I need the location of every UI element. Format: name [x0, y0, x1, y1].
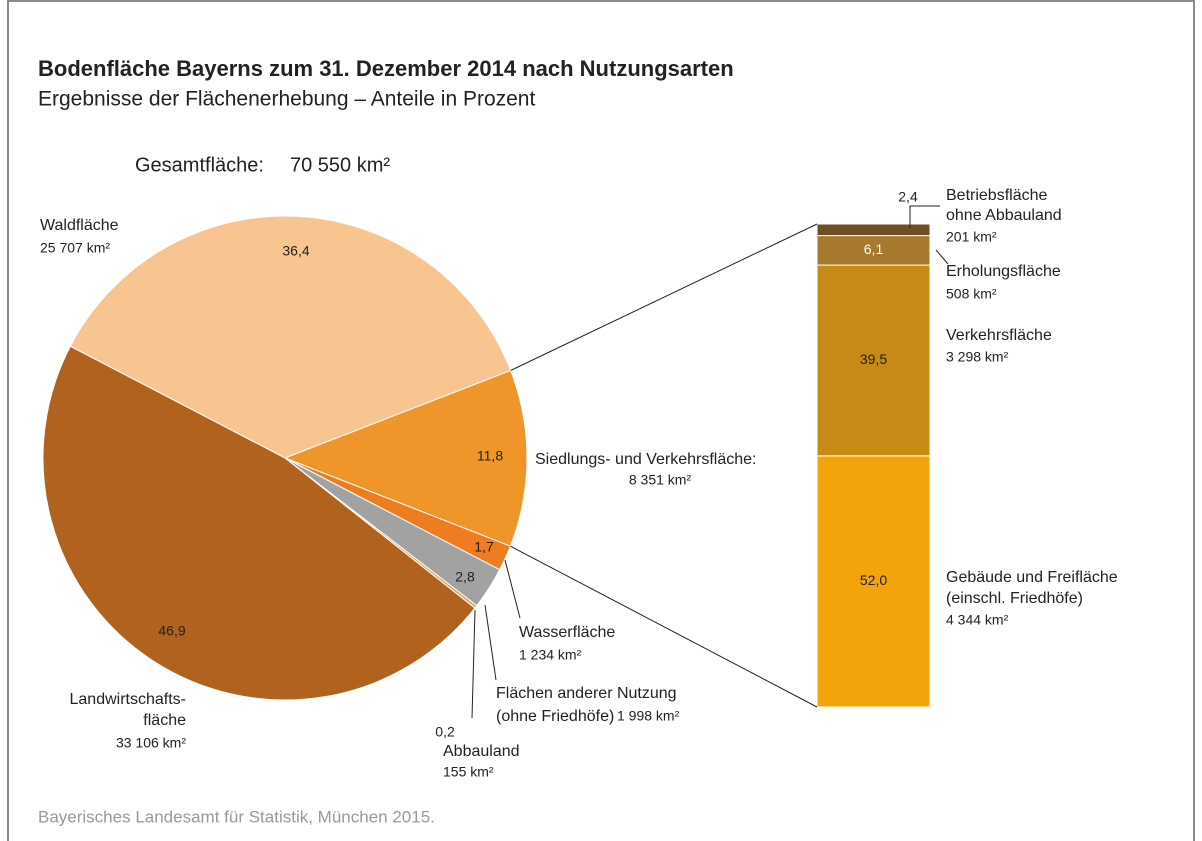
- source: Bayerisches Landesamt für Statistik, Mün…: [38, 807, 435, 826]
- leader-line: [909, 205, 940, 228]
- slice-label: Landwirtschafts-: [70, 691, 187, 708]
- segment-label: Gebäude und Freifläche: [946, 569, 1118, 586]
- segment-area: 3 298 km²: [946, 349, 1009, 365]
- connector: [510, 545, 818, 708]
- value-label: 39,5: [860, 351, 887, 367]
- segment-area: 4 344 km²: [946, 612, 1009, 628]
- slice-area: 1 998 km²: [617, 708, 680, 724]
- pie-slice: [283, 369, 528, 547]
- segment-label: Verkehrsfläche: [946, 327, 1052, 344]
- segment-label: Erholungsfläche: [946, 263, 1061, 280]
- leader-line: [504, 559, 521, 619]
- total-label: Gesamtfläche:: [135, 154, 264, 176]
- slice-area: 8 351 km²: [629, 472, 692, 488]
- chart-subtitle: Ergebnisse der Flächenerhebung – Anteile…: [38, 88, 535, 111]
- slice-label: Wasserfläche: [519, 624, 615, 641]
- segment-area: 508 km²: [946, 286, 997, 302]
- slice-label: (ohne Friedhöfe): [496, 708, 614, 725]
- slice-label: Flächen anderer Nutzung: [496, 685, 677, 702]
- total-value: 70 550 km²: [290, 154, 390, 176]
- pie-slice: [69, 215, 512, 459]
- frame: [7, 0, 1195, 841]
- value-label: 2,4: [898, 189, 918, 205]
- bar-segment: [816, 235, 931, 266]
- slice-label: Waldfläche: [40, 217, 119, 234]
- slice-label: Abbauland: [443, 743, 520, 760]
- value-label: 1,7: [474, 539, 494, 555]
- pie-slice: [42, 345, 476, 701]
- segment-label: ohne Abbauland: [946, 207, 1062, 224]
- value-label: 52,0: [860, 572, 887, 588]
- value-label: 2,8: [455, 569, 475, 585]
- leader-line: [471, 609, 476, 719]
- leader-line: [935, 249, 949, 265]
- leader-line: [484, 604, 497, 681]
- slice-area: 155 km²: [443, 764, 494, 780]
- segment-area: 201 km²: [946, 229, 997, 245]
- slice-label: Siedlungs- und Verkehrsfläche:: [535, 451, 756, 468]
- bar-segment: [816, 223, 931, 237]
- segment-label: (einschl. Friedhöfe): [946, 590, 1083, 607]
- bar-segment: [816, 455, 931, 708]
- slice-area: 1 234 km²: [519, 647, 582, 663]
- value-label: 36,4: [282, 243, 309, 259]
- slice-area: 33 106 km²: [116, 735, 186, 751]
- value-label: 6,1: [864, 241, 884, 257]
- bar-segment: [816, 264, 931, 457]
- value-label: 46,9: [158, 623, 185, 639]
- value-label: 11,8: [477, 448, 503, 464]
- chart-title: Bodenfläche Bayerns zum 31. Dezember 201…: [38, 56, 734, 81]
- segment-label: Betriebsfläche: [946, 187, 1047, 204]
- slice-area: 25 707 km²: [40, 240, 110, 256]
- slice-label: fläche: [143, 712, 186, 729]
- value-label: 0,2: [435, 724, 455, 740]
- connector: [510, 223, 818, 371]
